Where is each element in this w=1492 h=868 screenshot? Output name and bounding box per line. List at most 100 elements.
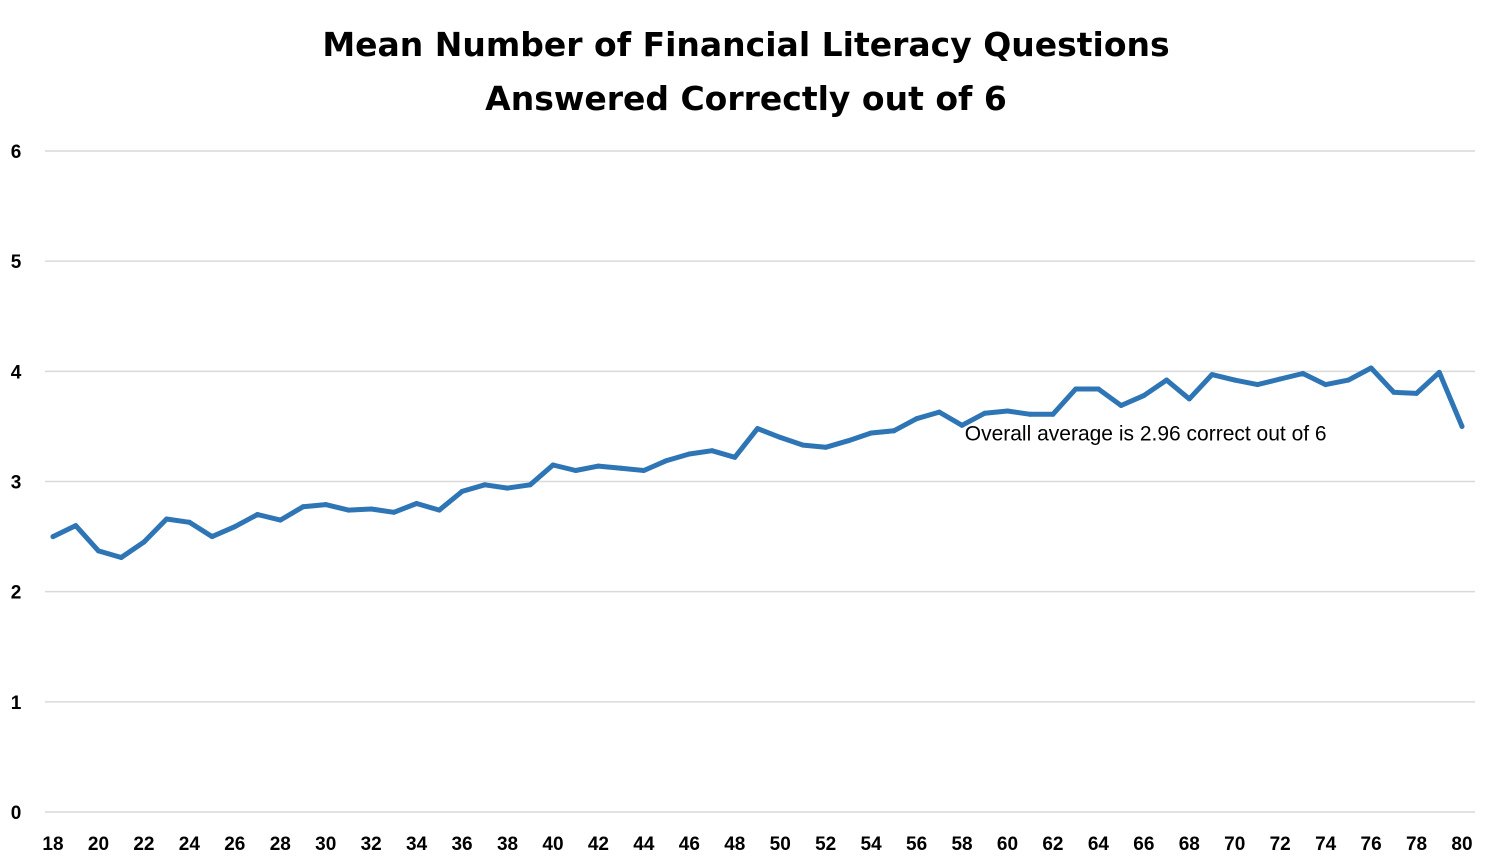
- data-point: [277, 517, 283, 523]
- y-axis-ticks: 0 1 2 3 4 5 6: [11, 142, 22, 824]
- x-tick-label: 60: [997, 834, 1018, 855]
- data-point: [368, 506, 374, 512]
- x-tick-label: 20: [88, 834, 109, 855]
- data-point: [232, 524, 238, 530]
- data-point: [1300, 371, 1306, 376]
- y-tick-label: 5: [11, 252, 22, 273]
- data-point: [164, 516, 170, 522]
- data-point: [73, 523, 79, 529]
- data-point: [1050, 411, 1056, 417]
- y-tick-label: 2: [11, 583, 22, 604]
- x-tick-label: 40: [542, 834, 563, 855]
- data-point: [1255, 382, 1260, 388]
- data-point: [1005, 408, 1010, 414]
- x-tick-label: 36: [451, 834, 472, 855]
- data-point: [1277, 376, 1283, 382]
- data-point: [1323, 382, 1329, 388]
- data-point: [300, 504, 306, 510]
- data-point: [1368, 365, 1374, 371]
- data-point: [1414, 390, 1419, 396]
- x-tick-label: 68: [1179, 834, 1200, 855]
- annotation-text: Overall average is 2.96 correct out of 6: [965, 423, 1327, 446]
- data-point: [755, 426, 760, 432]
- x-tick-label: 22: [133, 834, 154, 855]
- data-point: [868, 430, 874, 436]
- data-point: [1436, 369, 1442, 375]
- data-point: [141, 539, 147, 545]
- data-point: [800, 442, 806, 448]
- data-point: [1345, 377, 1351, 383]
- data-point: [1141, 393, 1147, 399]
- gridlines: [45, 150, 1475, 813]
- chart-title: Mean Number of Financial Literacy Questi…: [0, 18, 1492, 126]
- x-tick-label: 48: [724, 834, 745, 855]
- x-tick-label: 74: [1315, 834, 1337, 855]
- data-point: [823, 444, 829, 450]
- y-tick-label: 4: [11, 362, 22, 383]
- x-tick-label: 72: [1270, 834, 1291, 855]
- data-points: [50, 365, 1465, 560]
- data-point: [1209, 372, 1215, 378]
- data-point: [1186, 396, 1192, 402]
- y-tick-label: 1: [11, 693, 22, 714]
- data-point: [255, 512, 260, 517]
- x-tick-label: 56: [906, 834, 927, 855]
- x-tick-label: 50: [770, 834, 791, 855]
- data-point: [186, 519, 192, 525]
- data-point: [459, 488, 465, 494]
- x-tick-label: 52: [815, 834, 836, 855]
- data-point: [391, 509, 397, 515]
- data-point: [732, 454, 738, 460]
- x-tick-label: 70: [1224, 834, 1245, 855]
- x-tick-label: 76: [1361, 834, 1382, 855]
- data-point: [505, 485, 510, 491]
- data-point: [1095, 386, 1101, 392]
- data-point: [1164, 377, 1170, 383]
- data-point: [959, 422, 965, 428]
- data-point: [777, 434, 783, 440]
- x-tick-label: 44: [633, 834, 655, 855]
- x-tick-label: 24: [179, 834, 201, 855]
- data-point: [573, 468, 579, 473]
- annotations: Overall average is 2.96 correct out of 6: [965, 423, 1327, 446]
- data-point: [664, 458, 670, 464]
- data-point: [118, 555, 124, 560]
- data-point: [345, 507, 351, 513]
- x-axis-ticks: 18 20 22 24 26 28 30 32 34 36 38 40 42 44 46 48 50 52 54 56…: [42, 834, 1472, 855]
- data-point: [641, 468, 647, 473]
- data-point: [982, 410, 988, 416]
- x-tick-label: 54: [861, 834, 883, 855]
- data-point: [1118, 403, 1124, 408]
- data-point: [1073, 386, 1079, 392]
- data-point: [618, 465, 624, 471]
- y-tick-label: 3: [11, 473, 22, 494]
- data-point: [1459, 423, 1465, 429]
- x-tick-label: 34: [406, 834, 428, 855]
- x-tick-label: 32: [361, 834, 382, 855]
- x-tick-label: 78: [1406, 834, 1427, 855]
- data-point: [527, 482, 533, 488]
- data-point: [323, 502, 329, 508]
- data-point: [209, 534, 215, 540]
- x-tick-label: 64: [1088, 834, 1110, 855]
- x-tick-label: 38: [497, 834, 518, 855]
- series-line: [50, 365, 1465, 560]
- x-tick-label: 62: [1042, 834, 1063, 855]
- data-point: [414, 501, 420, 506]
- data-point: [845, 438, 851, 444]
- x-tick-label: 30: [315, 834, 336, 855]
- x-tick-label: 42: [588, 834, 609, 855]
- y-tick-label: 0: [11, 803, 22, 824]
- data-point: [891, 428, 897, 434]
- x-tick-label: 18: [42, 834, 63, 855]
- x-tick-label: 80: [1451, 834, 1472, 855]
- data-point: [709, 448, 715, 454]
- data-point: [914, 416, 920, 422]
- data-point: [550, 462, 556, 468]
- data-point: [50, 534, 56, 540]
- data-point: [96, 548, 101, 554]
- data-point: [595, 463, 601, 469]
- data-point: [436, 507, 442, 513]
- x-tick-label: 46: [679, 834, 700, 855]
